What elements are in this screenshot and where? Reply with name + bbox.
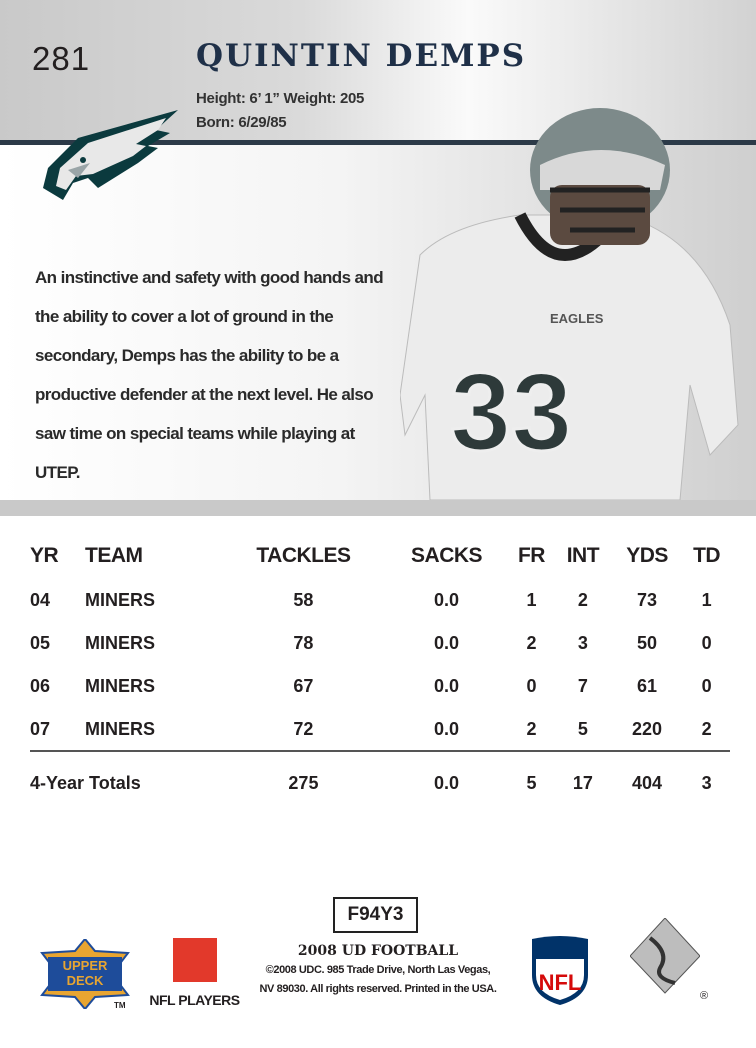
jersey-wordmark: EAGLES	[550, 311, 604, 326]
player-bio: An instinctive and safety with good hand…	[35, 268, 384, 482]
cell-sacks: 0.0	[434, 718, 460, 739]
cell-td: 0	[701, 633, 712, 653]
player-name: QUINTIN DEMPS	[196, 38, 527, 74]
cell-int: 3	[577, 633, 588, 653]
cell-td: 2	[701, 718, 712, 739]
hologram-diamond-icon: ®	[629, 917, 715, 1008]
cell-fr: 2	[526, 718, 537, 739]
copyright-line-1: ©2008 UDC. 985 Trade Drive, North Las Ve…	[265, 964, 491, 976]
header-rule	[0, 140, 756, 145]
total-tackles: 275	[221, 750, 385, 806]
cell-tackles: 58	[293, 590, 314, 610]
totals-row: 4-Year Totals 275 0.0 5 17 404 3	[30, 750, 730, 806]
jersey-number: 33	[450, 351, 572, 474]
total-int: 17	[554, 750, 611, 806]
col-yr: YR	[30, 544, 59, 567]
col-td: TD	[693, 544, 721, 567]
cell-yr: 07	[30, 718, 51, 739]
cell-int: 2	[577, 590, 588, 610]
height-weight: Height: 6’ 1” Weight: 205	[196, 90, 365, 107]
card-code: F94Y3	[333, 897, 418, 933]
total-fr: 5	[508, 750, 555, 806]
cell-tackles: 78	[293, 633, 314, 653]
total-sacks: 0.0	[385, 750, 509, 806]
stats-row: 07 MINERS 72 0.0 2 5 220 2	[30, 708, 730, 751]
cell-td: 0	[701, 676, 712, 696]
stats-header-row: YR TEAM TACKLES SACKS FR INT YDS TD	[30, 533, 730, 579]
cell-sacks: 0.0	[434, 590, 460, 610]
col-team: TEAM	[85, 544, 143, 567]
stats-row: 06 MINERS 67 0.0 0 7 61 0	[30, 665, 730, 708]
cell-sacks: 0.0	[434, 676, 460, 696]
card-number: 281	[32, 40, 91, 77]
cell-yr: 05	[30, 633, 51, 653]
cell-yds: 61	[637, 676, 658, 696]
cell-fr: 0	[526, 676, 537, 696]
col-int: INT	[566, 544, 600, 567]
cell-fr: 2	[526, 633, 537, 653]
set-name: 2008 UD FOOTBALL	[297, 943, 459, 959]
copyright-line-2: NV 89030. All rights reserved. Printed i…	[259, 983, 497, 995]
cell-sacks: 0.0	[434, 633, 460, 653]
nfl-shield-logo-icon: NFL	[530, 935, 590, 1012]
cell-team: MINERS	[85, 676, 156, 696]
player-photo: EAGLES 33	[400, 108, 739, 500]
stats-row: 05 MINERS 78 0.0 2 3 50 0	[30, 622, 730, 665]
cell-tackles: 67	[293, 676, 314, 696]
stats-table: YR TEAM TACKLES SACKS FR INT YDS TD 04 MI…	[30, 533, 730, 806]
cell-team: MINERS	[85, 718, 156, 739]
born-date: Born: 6/29/85	[196, 114, 287, 131]
total-td: 3	[683, 750, 730, 806]
cell-int: 5	[577, 718, 588, 739]
cell-team: MINERS	[85, 633, 156, 653]
col-tackles: TACKLES	[256, 544, 351, 567]
cell-yds: 220	[632, 718, 663, 739]
cell-yr: 04	[30, 590, 51, 610]
col-sacks: SACKS	[411, 544, 483, 567]
cell-yr: 06	[30, 676, 51, 696]
cell-yds: 73	[637, 590, 658, 610]
cell-yds: 50	[637, 633, 658, 653]
cell-tackles: 72	[293, 718, 314, 739]
cell-int: 7	[577, 676, 588, 696]
stats-row: 04 MINERS 58 0.0 1 2 73 1	[30, 579, 730, 622]
svg-text:NFL: NFL	[539, 970, 582, 995]
col-fr: FR	[517, 544, 545, 567]
total-yds: 404	[610, 750, 684, 806]
upper-deck-logo-icon: UPPER DECK TM	[40, 937, 130, 1014]
divider-strip	[0, 500, 756, 516]
col-yds: YDS	[626, 544, 668, 567]
nfl-players-logo-icon: NFL PLAYERS	[147, 938, 242, 1008]
eagles-logo-icon	[43, 110, 178, 200]
totals-label: 4-Year Totals	[30, 750, 222, 806]
cell-team: MINERS	[85, 590, 156, 610]
cell-fr: 1	[526, 590, 537, 610]
cell-td: 1	[701, 590, 712, 610]
